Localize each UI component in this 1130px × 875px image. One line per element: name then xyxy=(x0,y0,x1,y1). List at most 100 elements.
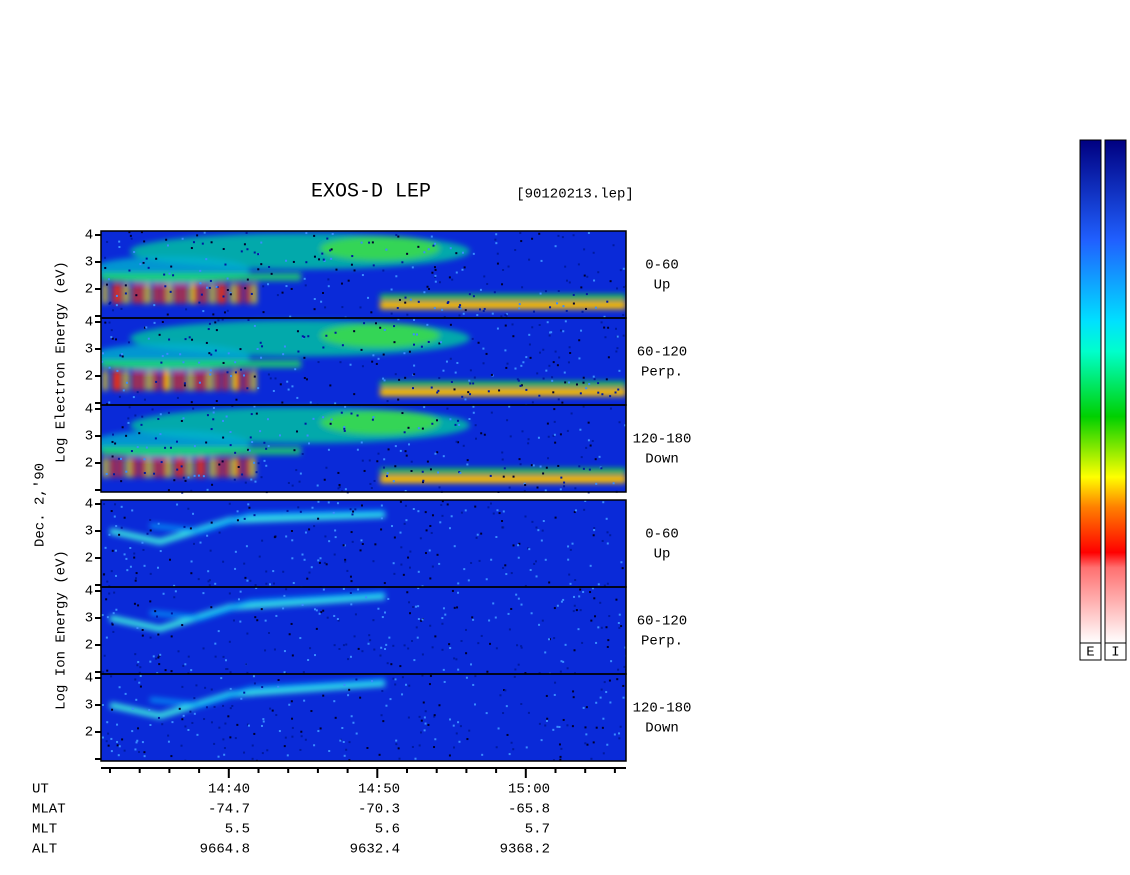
speckle xyxy=(173,584,176,587)
speckle xyxy=(401,261,404,264)
speckle xyxy=(149,600,152,603)
speckle xyxy=(222,248,225,251)
speckle xyxy=(552,728,555,731)
speckle xyxy=(276,294,279,297)
speckle xyxy=(326,616,329,619)
speckle xyxy=(134,579,137,582)
speckle xyxy=(272,582,275,585)
speckle xyxy=(462,312,465,315)
speckle xyxy=(241,473,244,476)
speckle xyxy=(545,369,548,372)
speckle xyxy=(291,726,294,729)
speckle xyxy=(212,313,215,316)
speckle xyxy=(388,636,391,639)
speckle xyxy=(206,286,209,289)
feature xyxy=(380,381,626,387)
feature xyxy=(250,457,255,478)
speckle xyxy=(572,696,575,699)
speckle xyxy=(106,721,109,724)
speckle xyxy=(318,612,321,615)
speckle xyxy=(372,264,375,267)
speckle xyxy=(434,635,437,638)
speckle xyxy=(412,508,415,511)
speckle xyxy=(545,466,548,469)
speckle xyxy=(367,642,370,645)
speckle xyxy=(247,503,250,506)
row-value: 15:00 xyxy=(508,782,550,798)
speckle xyxy=(101,360,104,363)
speckle xyxy=(337,471,340,474)
speckle xyxy=(438,704,441,707)
speckle xyxy=(584,742,587,745)
spectrogram-features xyxy=(109,509,386,545)
speckle xyxy=(145,446,148,449)
speckle xyxy=(231,704,234,707)
speckle xyxy=(474,424,477,427)
speckle xyxy=(599,696,602,699)
speckle xyxy=(369,482,372,485)
speckle xyxy=(217,630,220,633)
speckle xyxy=(592,251,595,254)
speckle xyxy=(606,300,609,303)
feature xyxy=(320,410,440,435)
speckle xyxy=(552,361,555,364)
speckle xyxy=(133,602,136,605)
speckle xyxy=(534,560,537,563)
speckle xyxy=(548,638,551,641)
speckle xyxy=(374,543,377,546)
feature xyxy=(103,457,108,478)
speckle xyxy=(269,583,272,586)
speckle xyxy=(257,253,260,256)
speckle xyxy=(590,757,593,760)
speckle xyxy=(475,437,478,440)
speckle xyxy=(380,504,383,507)
speckle xyxy=(338,648,341,651)
speckle xyxy=(253,682,256,685)
speckle xyxy=(413,373,416,376)
speckle xyxy=(116,740,119,743)
speckle xyxy=(305,232,308,235)
speckle xyxy=(108,592,111,595)
speckle xyxy=(348,688,351,691)
speckle xyxy=(343,544,346,547)
speckle xyxy=(191,338,194,341)
y-tick-label: 3 xyxy=(85,611,93,627)
speckle xyxy=(408,566,411,569)
y-tick-label: 4 xyxy=(85,497,93,513)
speckle xyxy=(360,241,363,244)
speckle xyxy=(374,322,377,325)
speckle xyxy=(250,478,253,481)
speckle xyxy=(308,571,311,574)
speckle xyxy=(518,307,521,310)
speckle xyxy=(521,286,524,289)
spectrogram-panel xyxy=(101,587,626,674)
feature xyxy=(187,457,192,478)
speckle xyxy=(434,738,437,741)
speckle xyxy=(567,361,570,364)
speckle xyxy=(244,481,247,484)
speckle xyxy=(521,430,524,433)
speckle xyxy=(384,648,387,651)
speckle xyxy=(182,476,185,479)
speckle xyxy=(385,643,388,646)
speckle xyxy=(120,526,123,529)
speckle xyxy=(230,375,233,378)
speckle xyxy=(169,290,172,293)
speckle xyxy=(348,741,351,744)
speckle xyxy=(155,257,158,260)
speckle xyxy=(255,412,258,415)
speckle xyxy=(264,649,267,652)
speckle xyxy=(380,646,383,649)
speckle xyxy=(237,598,240,601)
speckle xyxy=(538,722,541,725)
feature xyxy=(244,370,249,391)
row-value: 5.5 xyxy=(225,822,250,838)
speckle xyxy=(208,286,211,289)
speckle xyxy=(621,567,624,570)
speckle xyxy=(386,475,389,478)
speckle xyxy=(399,665,402,668)
speckle xyxy=(212,406,215,409)
speckle xyxy=(559,670,562,673)
speckle xyxy=(182,714,185,717)
